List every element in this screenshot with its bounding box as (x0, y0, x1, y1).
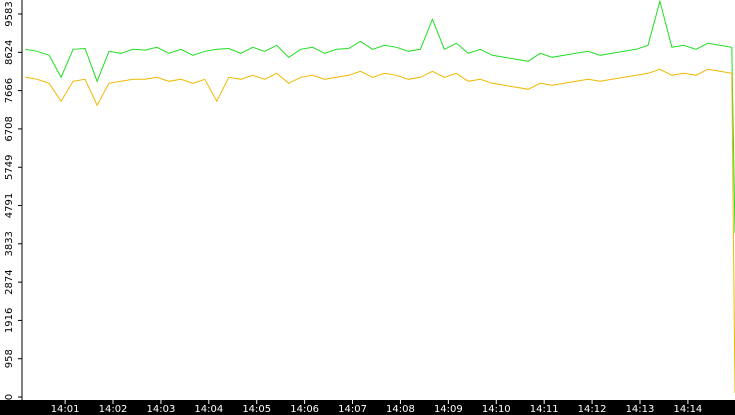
y-tick-label: 4791 (4, 193, 15, 218)
x-tick-label: 14:06 (290, 404, 319, 415)
y-tick-label: 958 (4, 349, 15, 368)
y-tick-label: 8624 (4, 40, 15, 65)
x-tick-label: 14:13 (626, 404, 655, 415)
y-tick-label: 9583 (4, 1, 15, 26)
x-tick-label: 14:02 (99, 404, 128, 415)
x-tick-label: 14:01 (51, 404, 80, 415)
x-tick-label: 14:07 (338, 404, 367, 415)
y-tick-label: 5749 (4, 155, 15, 180)
x-tick-label: 14:11 (530, 404, 559, 415)
x-axis-band (0, 400, 735, 415)
x-tick-label: 14:03 (147, 404, 176, 415)
x-tick-label: 14:05 (242, 404, 271, 415)
y-tick-label: 1916 (4, 308, 15, 333)
y-tick-label: 2874 (4, 269, 15, 294)
y-tick-label: 6708 (4, 116, 15, 141)
y-tick-label: 0 (4, 394, 15, 400)
x-tick-label: 14:08 (386, 404, 415, 415)
series-line (25, 0, 735, 234)
x-tick-label: 14:09 (434, 404, 463, 415)
y-tick-label: 3833 (4, 231, 15, 256)
x-tick-label: 14:14 (673, 404, 702, 415)
x-tick-label: 14:10 (482, 404, 511, 415)
x-tick-label: 14:12 (578, 404, 607, 415)
x-tick-label: 14:04 (194, 404, 223, 415)
y-tick-label: 7666 (4, 78, 15, 103)
series-line (25, 68, 735, 394)
